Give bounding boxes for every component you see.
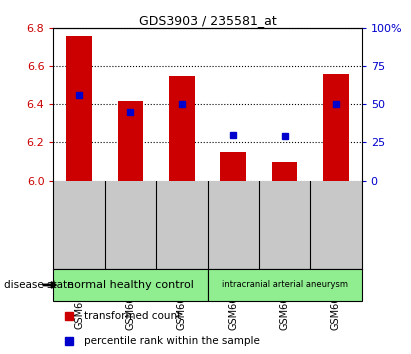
Title: GDS3903 / 235581_at: GDS3903 / 235581_at — [139, 14, 277, 27]
Bar — [53, 269, 208, 301]
Text: percentile rank within the sample: percentile rank within the sample — [84, 336, 260, 346]
Bar — [220, 152, 246, 181]
Bar — [66, 36, 92, 181]
Bar — [118, 101, 143, 181]
Text: transformed count: transformed count — [84, 311, 182, 321]
Text: disease state: disease state — [4, 280, 74, 290]
Bar — [272, 161, 298, 181]
Bar — [323, 74, 349, 181]
Bar — [208, 269, 362, 301]
Text: normal healthy control: normal healthy control — [67, 280, 194, 290]
Bar — [169, 76, 195, 181]
Text: intracranial arterial aneurysm: intracranial arterial aneurysm — [222, 280, 348, 290]
